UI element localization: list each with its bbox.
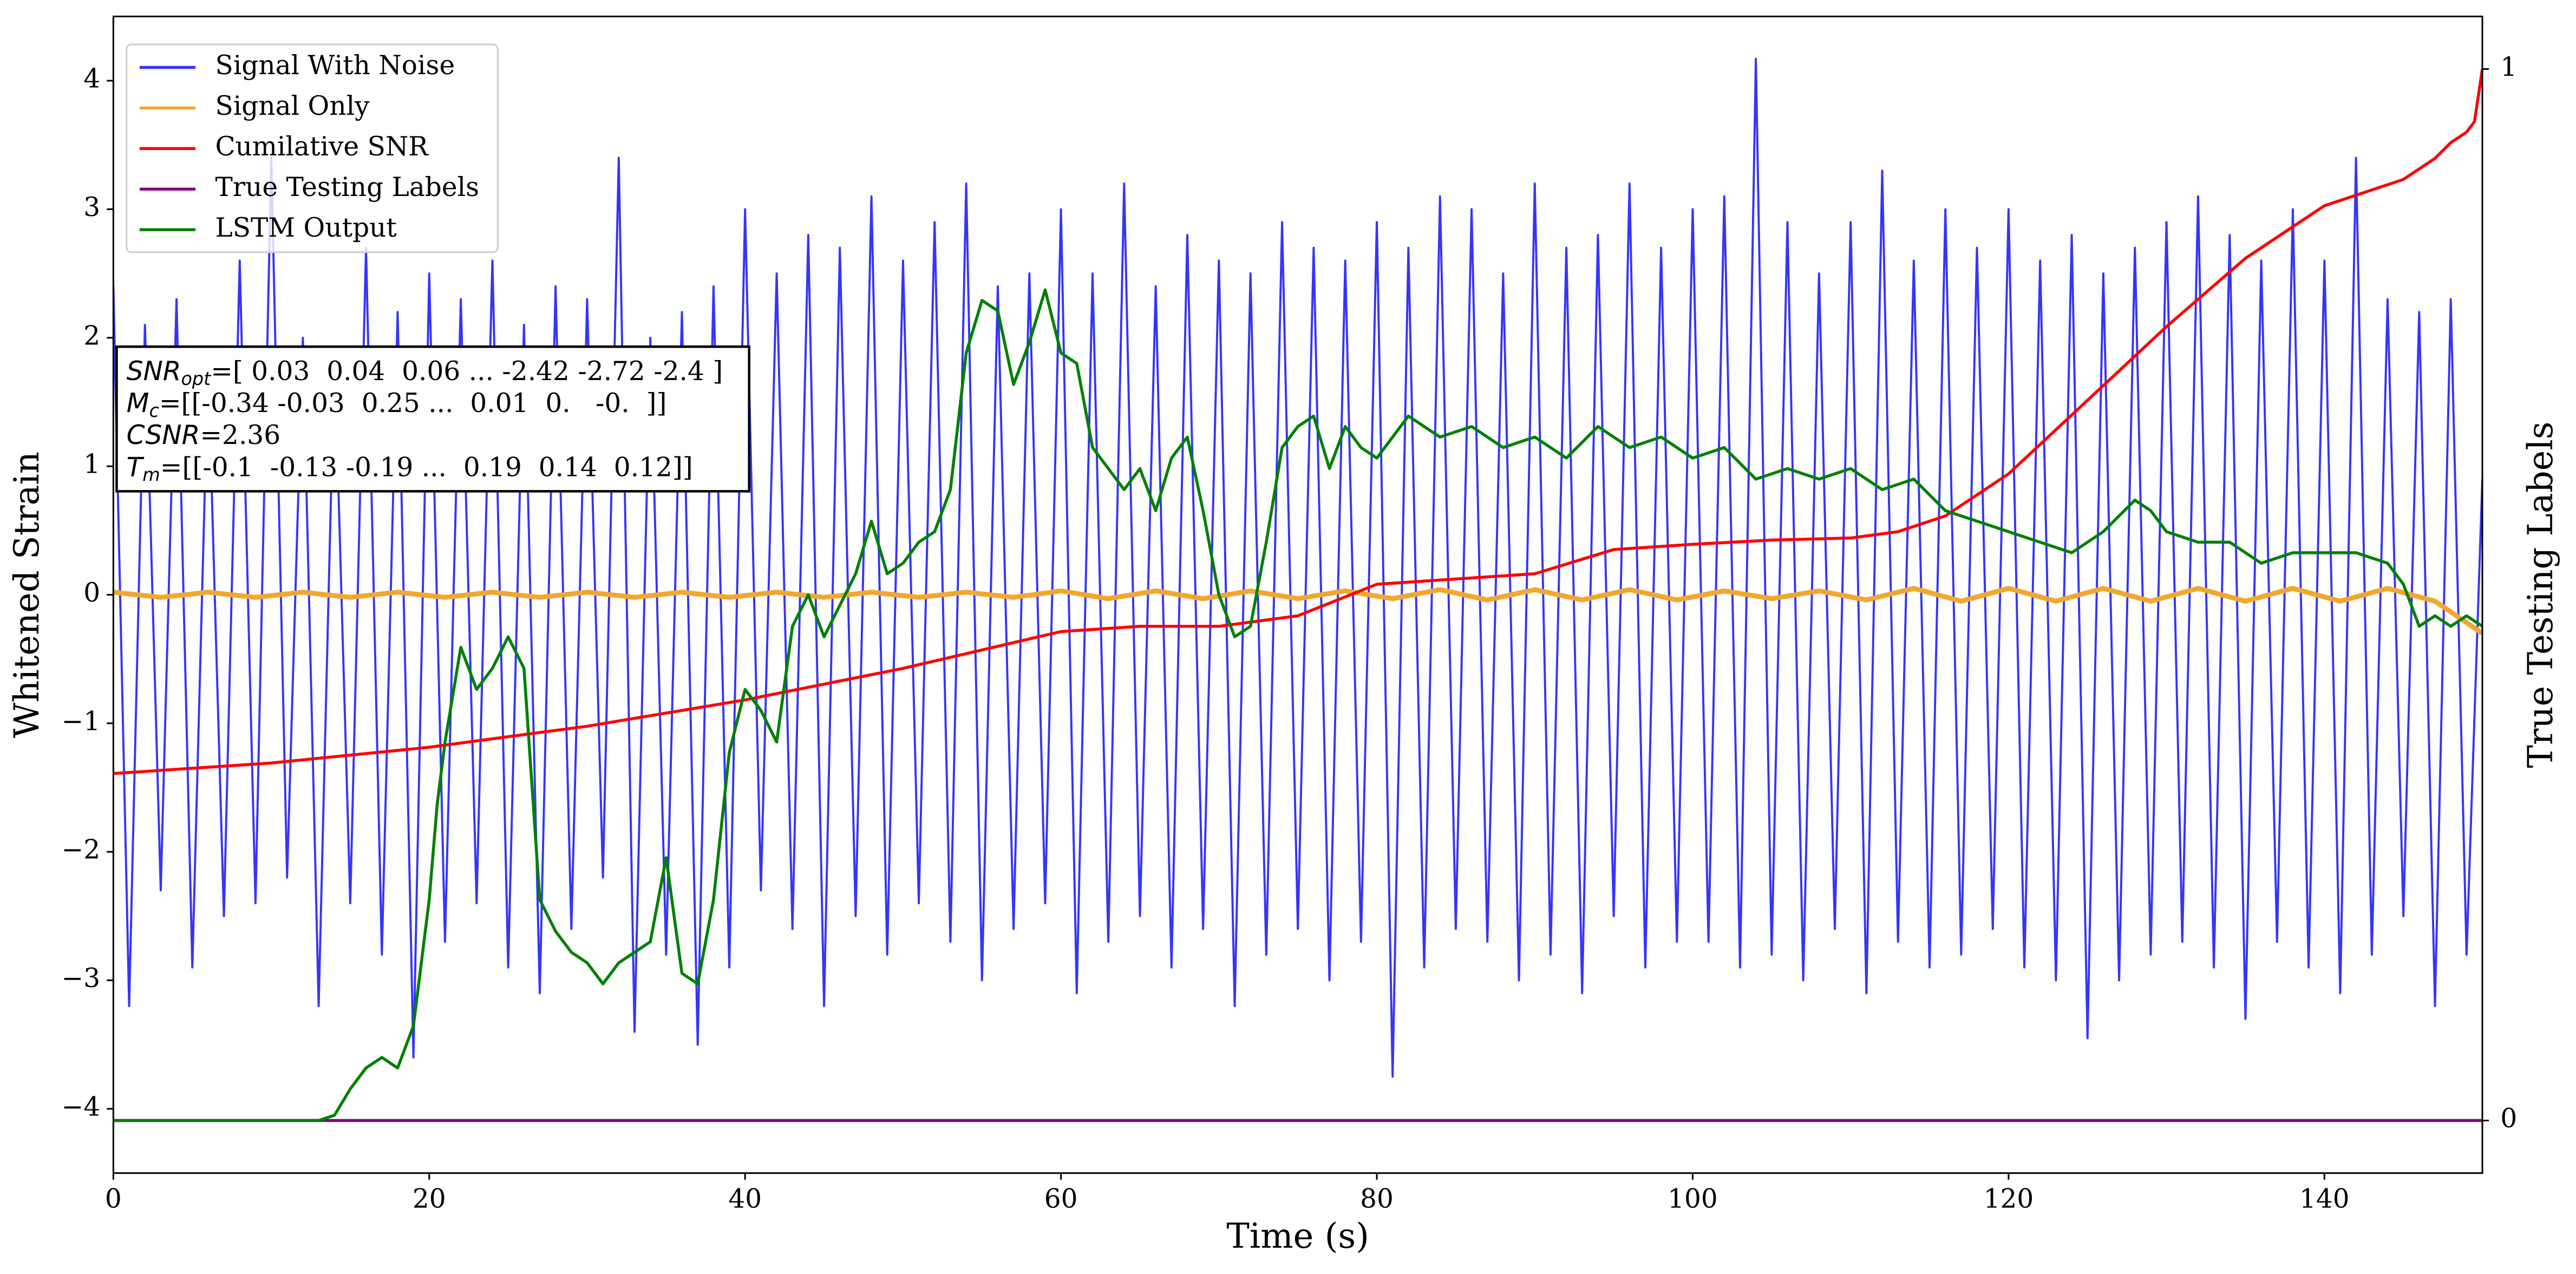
annotation-line: CSNR=2.36 bbox=[127, 420, 280, 451]
series-line bbox=[113, 586, 2483, 636]
legend-label: LSTM Output bbox=[215, 213, 397, 243]
annotation-subscript: opt bbox=[181, 368, 212, 389]
y-tick-label: 2 bbox=[83, 321, 100, 351]
y2-tick-label: 0 bbox=[2500, 1103, 2517, 1134]
annotation-symbol: SNR bbox=[127, 356, 181, 387]
series-line bbox=[113, 69, 2483, 775]
y-tick-label: −2 bbox=[62, 835, 101, 865]
annotation-subscript: c bbox=[149, 400, 159, 421]
y2-tick-label: 1 bbox=[2500, 52, 2517, 82]
x-tick-label: 0 bbox=[105, 1184, 122, 1214]
annotation-box bbox=[115, 345, 750, 493]
annotation-line: Tm=[[-0.1 -0.13 -0.19 ... 0.19 0.14 0.12… bbox=[127, 452, 693, 485]
y-tick-label: −3 bbox=[62, 963, 101, 994]
annotation-symbol: M bbox=[127, 388, 149, 419]
y-tick-label: 1 bbox=[83, 449, 100, 480]
legend-label: Cumilative SNR bbox=[215, 132, 429, 162]
legend-label: Signal Only bbox=[215, 91, 370, 121]
legend-label: True Testing Labels bbox=[215, 172, 480, 202]
x-axis-label: Time (s) bbox=[1226, 1217, 1369, 1257]
annotation-line: SNRopt=[ 0.03 0.04 0.06 ... -2.42 -2.72 … bbox=[127, 356, 723, 389]
y-tick-label: −1 bbox=[62, 706, 101, 736]
x-tick-label: 120 bbox=[1984, 1184, 2034, 1214]
series-line bbox=[113, 57, 2483, 1078]
y-axis-label: Whitened Strain bbox=[7, 452, 47, 738]
y-tick-label: 4 bbox=[83, 64, 100, 94]
series-line bbox=[113, 288, 2483, 1122]
y-tick-label: 0 bbox=[83, 578, 100, 608]
y2-axis-label: True Testing Labels bbox=[2521, 422, 2561, 768]
annotation-subscript: m bbox=[142, 464, 160, 485]
x-tick-label: 80 bbox=[1360, 1184, 1394, 1214]
x-tick-label: 140 bbox=[2299, 1184, 2350, 1214]
annotation-line: Mc=[[-0.34 -0.03 0.25 ... 0.01 0. -0. ]] bbox=[127, 388, 667, 421]
annotation-symbol: T bbox=[127, 452, 145, 482]
annotation-symbol: CSNR bbox=[127, 420, 200, 450]
annotation-text: =2.36 bbox=[200, 420, 280, 450]
legend-label: Signal With Noise bbox=[215, 50, 455, 81]
x-tick-label: 100 bbox=[1668, 1184, 1718, 1214]
legend-box bbox=[126, 43, 499, 253]
x-tick-label: 60 bbox=[1044, 1184, 1078, 1214]
y-tick-label: −4 bbox=[62, 1092, 101, 1122]
x-tick-label: 20 bbox=[413, 1184, 446, 1214]
x-tick-label: 40 bbox=[728, 1184, 762, 1214]
y-tick-label: 3 bbox=[83, 192, 100, 223]
annotation-text: =[[-0.1 -0.13 -0.19 ... 0.19 0.14 0.12]] bbox=[160, 452, 693, 482]
annotation-text: =[ 0.03 0.04 0.06 ... -2.42 -2.72 -2.4 ] bbox=[211, 356, 723, 386]
annotation-text: =[[-0.34 -0.03 0.25 ... 0.01 0. -0. ]] bbox=[159, 388, 667, 419]
